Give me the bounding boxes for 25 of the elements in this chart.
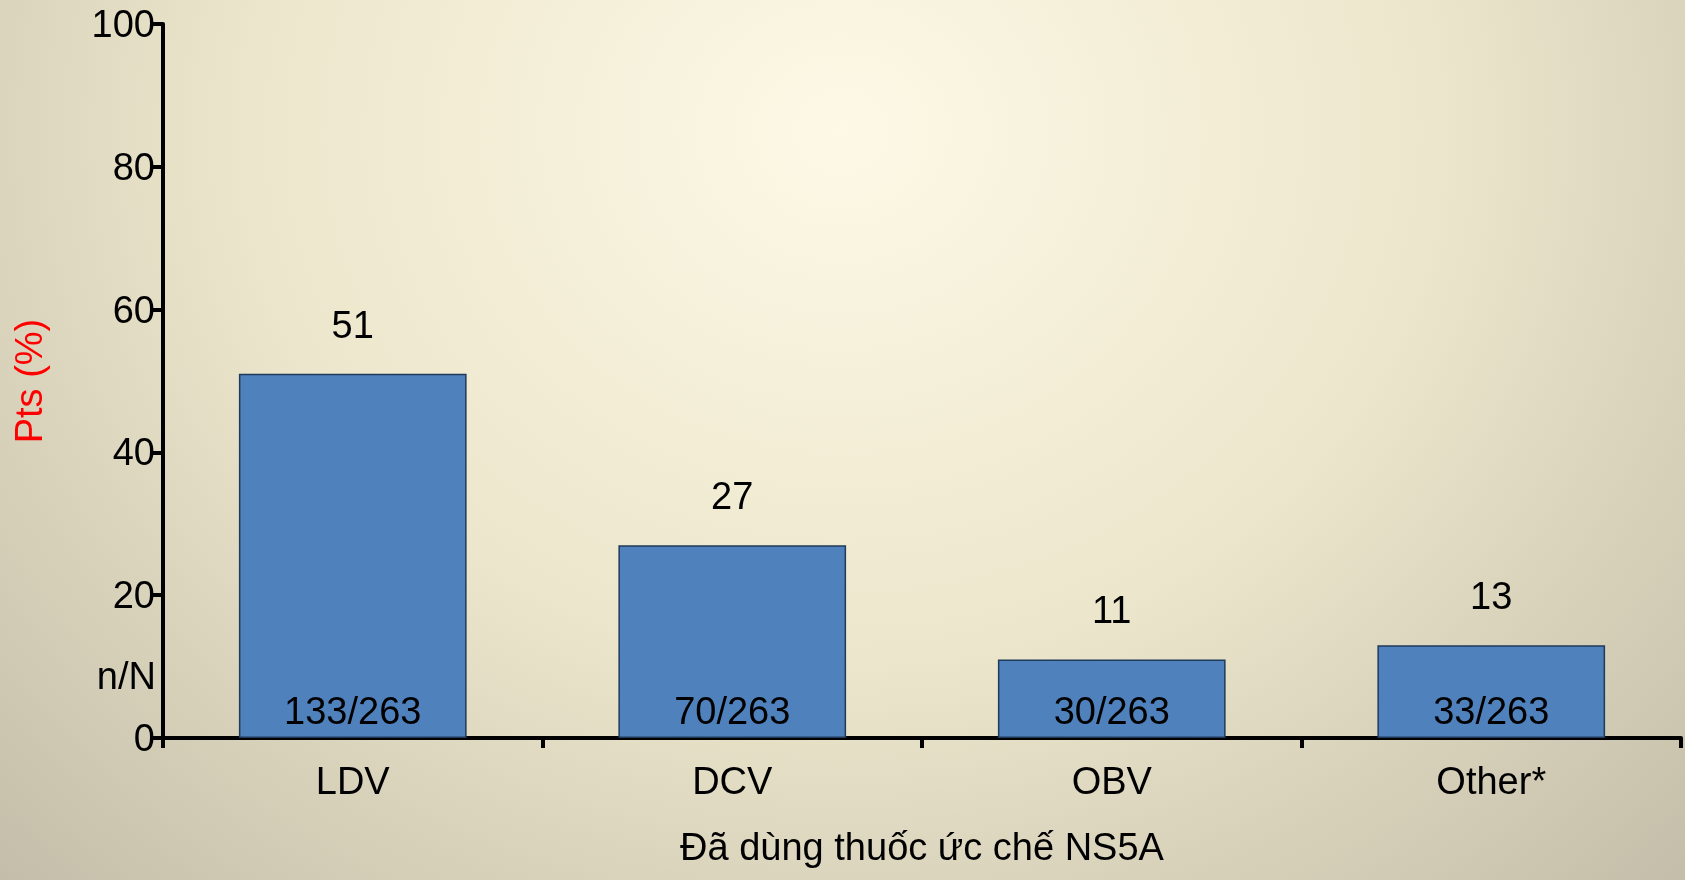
annotation: 30/263 (1053, 690, 1170, 732)
y-tick-label: 0 (133, 717, 155, 759)
bar (618, 545, 847, 738)
x-tick-label: LDV (315, 760, 391, 802)
y-tick-label: 80 (112, 145, 155, 188)
y-tick-label: 40 (112, 431, 155, 474)
y-tick-label: 60 (112, 288, 155, 331)
data-label: 27 (711, 475, 754, 518)
annotation: 33/263 (1433, 690, 1550, 732)
data-label: 11 (1092, 589, 1132, 632)
y-tick-label: 20 (112, 574, 155, 617)
bar (238, 373, 467, 738)
bar (997, 659, 1226, 738)
x-tick-label: OBV (1071, 760, 1153, 802)
data-label: 13 (1470, 575, 1513, 618)
x-tick-label: Other* (1436, 760, 1547, 802)
text: n/N (96, 654, 156, 697)
x-tick-label: DCV (692, 760, 774, 802)
data-label: 51 (331, 303, 374, 346)
y-axis-title: Pts (%) (8, 318, 50, 444)
y-tick-label: 100 (91, 3, 155, 45)
annotation: 70/263 (674, 690, 791, 732)
x-axis-title: Đã dùng thuốc ức chế NS5A (680, 826, 1165, 868)
annotation: 133/263 (284, 690, 422, 732)
bar (1377, 645, 1606, 738)
